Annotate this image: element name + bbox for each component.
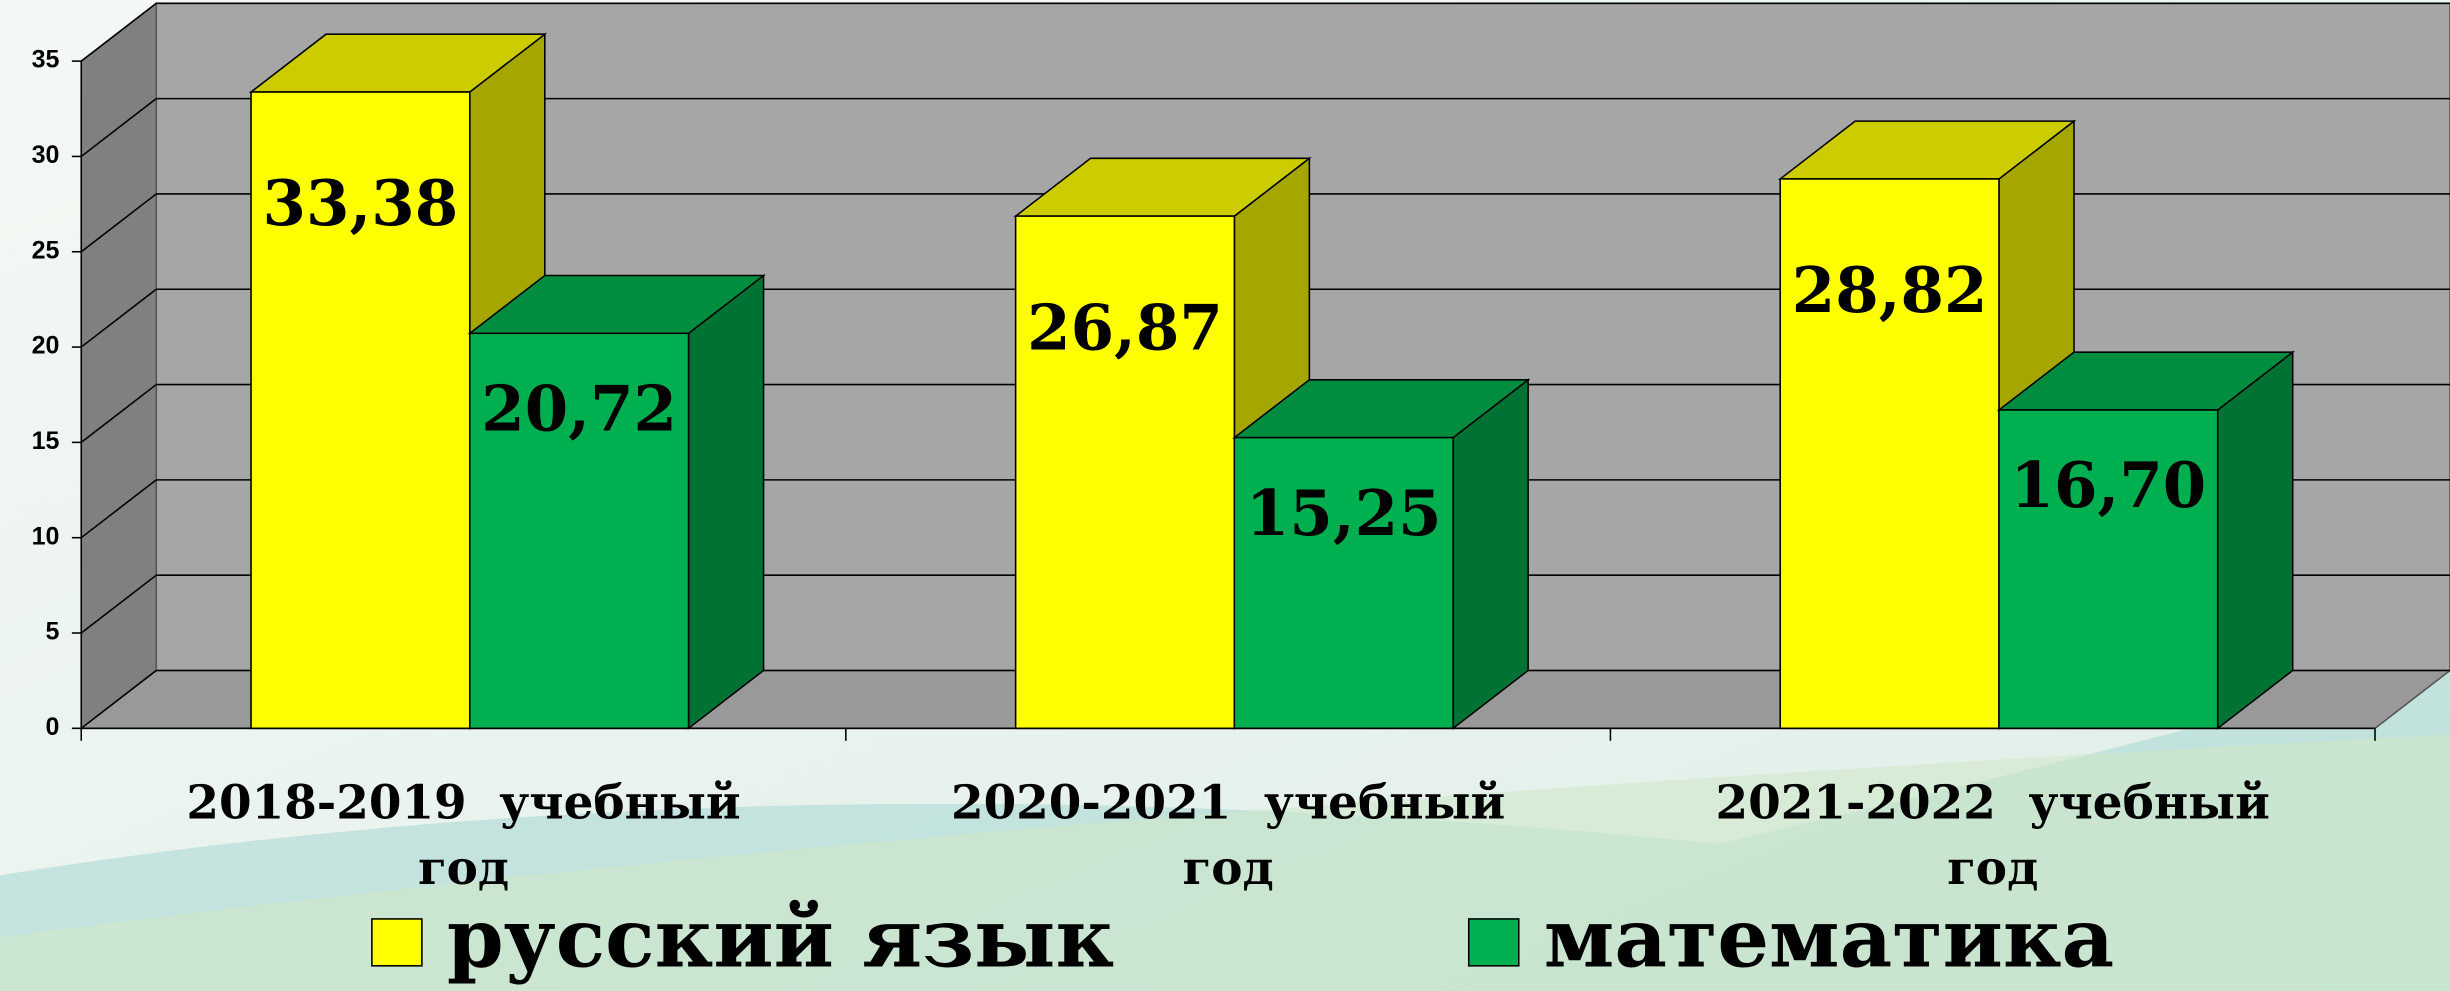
legend-swatch — [1467, 918, 1520, 967]
x-tick-label: 2018-2019 учебный год — [186, 775, 740, 896]
grid-line — [80, 288, 157, 348]
bar — [250, 91, 471, 730]
bar-side — [2216, 350, 2294, 730]
y-tick-label: 35 — [32, 46, 60, 74]
y-tick-label: 30 — [32, 141, 60, 169]
y-tick-label: 10 — [32, 522, 60, 550]
y-tick-label: 20 — [32, 332, 60, 360]
bar — [1014, 215, 1236, 730]
bar — [1233, 436, 1454, 730]
side-wall — [80, 1, 158, 730]
legend-swatch — [371, 918, 423, 967]
grid-line — [80, 669, 157, 729]
value-label: 15,25 — [1246, 476, 1442, 550]
bar — [1779, 178, 2000, 730]
x-tick-label: 2020-2021 учебный год — [951, 775, 1505, 896]
grid-line — [80, 2, 157, 62]
value-label: 16,70 — [2010, 448, 2206, 522]
y-tick-label: 5 — [45, 618, 59, 646]
grid-line — [80, 193, 157, 253]
grid-line — [80, 383, 157, 443]
y-tick-label: 15 — [32, 427, 60, 455]
bar — [469, 332, 690, 730]
value-label: 26,87 — [1027, 290, 1223, 364]
grid-line — [80, 98, 157, 158]
decor — [0, 734, 2450, 991]
bar-side — [687, 273, 765, 730]
legend-label: русский язык — [447, 891, 1114, 986]
y-tick-label: 25 — [32, 236, 60, 264]
bar — [1998, 409, 2219, 730]
grid-line — [80, 479, 157, 539]
x-tick-label: 2021-2022 учебный год — [1716, 775, 2270, 896]
y-tick-label: 0 — [45, 713, 59, 741]
grid-line — [80, 574, 157, 634]
legend-label: математика — [1544, 891, 2114, 986]
value-label: 28,82 — [1792, 253, 1988, 327]
value-label: 33,38 — [263, 166, 459, 240]
bar-side — [1452, 378, 1529, 730]
value-label: 20,72 — [481, 372, 677, 446]
